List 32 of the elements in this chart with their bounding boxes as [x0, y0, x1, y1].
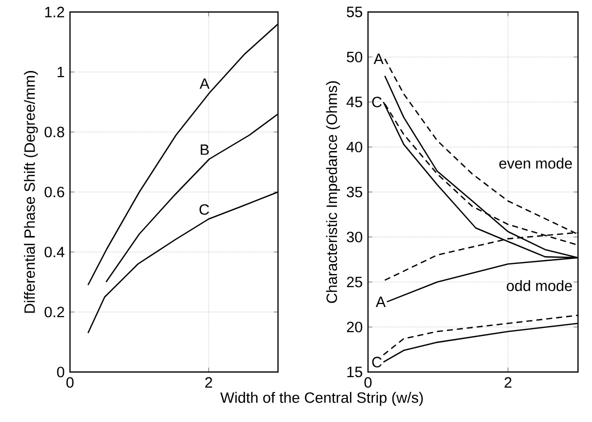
y-tick-label: 40 [346, 142, 362, 152]
y-tick-label: 35 [346, 186, 362, 198]
annotation: A [376, 296, 386, 307]
y-tick-label: 0.2 [44, 306, 64, 318]
x-axis-title: Width of the Central Strip (w/s) [220, 392, 423, 406]
annotation: C [372, 356, 382, 368]
annotation: odd mode [506, 280, 572, 292]
x-tick-label: 0 [66, 377, 74, 388]
y-tick-label: 0.8 [44, 126, 64, 138]
annotation: B [200, 144, 209, 155]
annotation: A [200, 78, 210, 89]
y-tick-label: 50 [346, 52, 362, 62]
annotation: C [372, 96, 382, 108]
y-tick-label: 45 [346, 96, 362, 108]
y-tick-label: 0 [57, 366, 64, 378]
y-axis-title: Differential Phase Shift (Degree/mm) [24, 71, 38, 313]
x-tick-label: 2 [205, 377, 212, 388]
y-tick-label: 25 [346, 276, 362, 288]
x-tick-label: 2 [504, 377, 512, 388]
y-tick-label: 0.6 [44, 186, 64, 198]
y-tick-label: 30 [346, 232, 362, 242]
y-tick-label: 0.4 [44, 246, 64, 258]
y-tick-label: 55 [346, 6, 362, 18]
annotation: even mode [499, 158, 572, 169]
x-tick-label: 0 [364, 377, 372, 388]
y-tick-label: 1 [58, 66, 64, 78]
y-tick-label: 20 [346, 322, 362, 332]
annotation: A [374, 54, 384, 64]
y-tick-label: 1.2 [45, 6, 64, 18]
y-axis-title: Characteristic Impedance (Ohms) [326, 81, 340, 303]
annotation: C [200, 204, 209, 215]
y-tick-label: 15 [347, 366, 362, 378]
